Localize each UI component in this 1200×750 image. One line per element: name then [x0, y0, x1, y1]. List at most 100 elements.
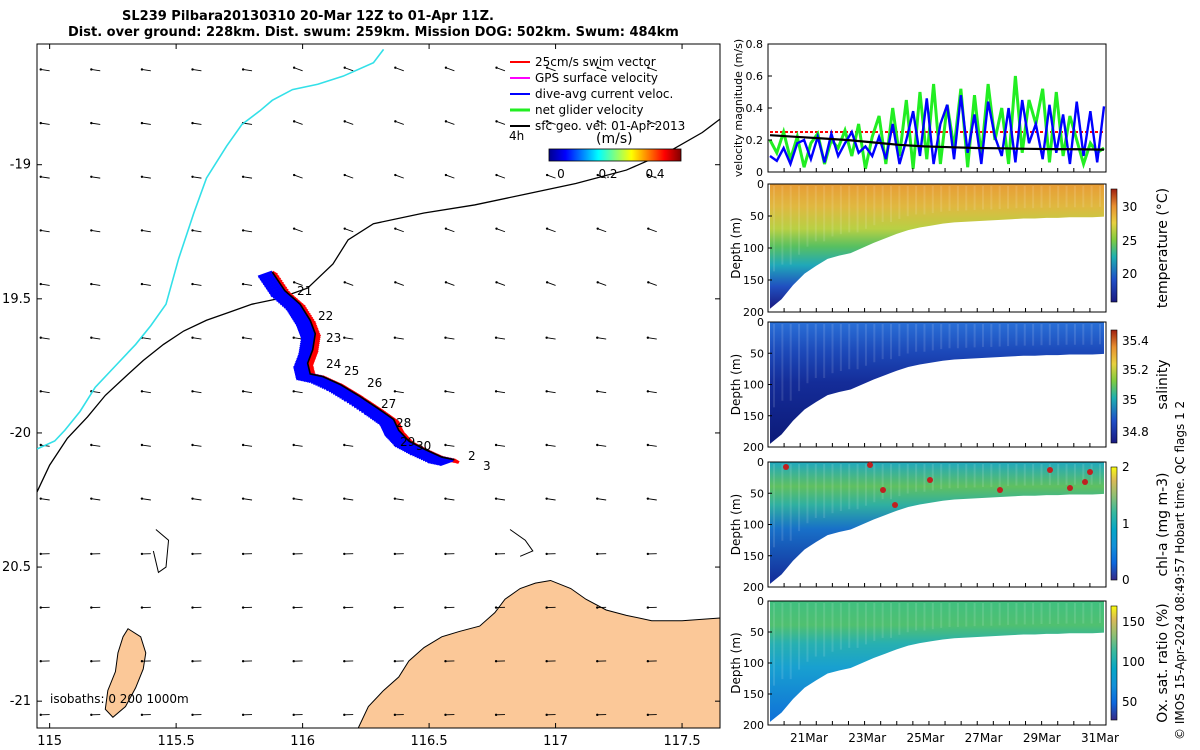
velocity-arrow — [496, 337, 506, 340]
velocity-arrow — [395, 281, 404, 286]
dive-avg-current-vector — [422, 453, 438, 462]
velocity-arrow-head — [90, 606, 93, 609]
velocity-arrow-head — [596, 66, 599, 69]
dive-avg-current-vector — [403, 444, 419, 453]
isobath-200m-line — [37, 48, 385, 450]
velocity-arrow-head — [140, 552, 144, 556]
velocity-arrow — [546, 281, 556, 286]
velocity-arrow-head — [241, 606, 245, 609]
velocity-arrow-head — [191, 68, 194, 71]
section-y-tick-label: 100 — [743, 379, 764, 392]
velocity-arrow — [40, 337, 50, 340]
velocity-arrow-head — [90, 175, 93, 178]
velocity-arrow-head — [646, 552, 650, 556]
velocity-arrow-head — [444, 227, 448, 230]
velocity-arrow — [192, 229, 202, 233]
dive-avg-current-vector — [330, 385, 346, 394]
dive-avg-current-vector — [260, 275, 276, 283]
speed-colorbar — [548, 148, 682, 162]
velocity-arrow-head — [191, 336, 194, 339]
section-colorbar — [1110, 188, 1118, 303]
section-colorbar-tick: 100 — [1122, 655, 1145, 669]
dive-avg-current-vector — [266, 284, 282, 292]
velocity-arrow — [647, 337, 657, 340]
velocity-arrow — [344, 174, 354, 179]
velocity-arrow-head — [545, 227, 549, 230]
velocity-arrow-head — [394, 120, 397, 123]
velocity-arrow-head — [343, 173, 346, 177]
velocity-arrow — [546, 120, 556, 125]
velocity-arrow — [344, 498, 354, 501]
section-y-tick-label: 50 — [750, 626, 764, 639]
dive-avg-current-vector — [263, 279, 279, 288]
chl-a-high-point — [997, 487, 1003, 493]
velocity-arrow — [141, 229, 151, 233]
dive-avg-current-vector — [294, 316, 310, 325]
dive-avg-current-vector — [397, 441, 414, 450]
velocity-arrow-head — [646, 713, 650, 717]
section-x-tick-label: 31Mar — [1081, 731, 1119, 745]
section-y-label: Depth (m) — [729, 354, 743, 415]
velocity-arrow-head — [140, 497, 144, 500]
velocity-arrow — [648, 281, 657, 286]
dive-avg-current-vector — [374, 415, 390, 423]
velocity-arrow — [91, 176, 101, 179]
velocity-arrow — [445, 67, 455, 72]
section-y-tick-label: 200 — [743, 306, 764, 319]
velocity-arrow — [40, 122, 50, 125]
velocity-arrow-head — [191, 175, 194, 178]
swim-vector — [311, 350, 318, 356]
velocity-arrow-head — [292, 713, 295, 717]
velocity-arrow-head — [292, 443, 295, 447]
velocity-arrow — [243, 498, 253, 501]
surface-velocity-arrows — [39, 66, 657, 717]
map-plot-area — [37, 48, 720, 728]
velocity-arrow — [445, 444, 455, 447]
map-y-tick-label: -20 — [10, 426, 31, 441]
velocity-arrow-head — [39, 660, 42, 663]
velocity-arrow-head — [494, 606, 498, 609]
track-day-label: 25 — [344, 364, 359, 378]
dive-avg-current-vector — [413, 449, 429, 458]
mainland-landmass — [357, 579, 720, 728]
velocity-arrow — [597, 120, 607, 125]
velocity-arrow — [192, 337, 202, 340]
velocity-arrow — [647, 444, 657, 447]
velocity-arrow-head — [545, 443, 548, 447]
velocity-arrow — [243, 229, 253, 233]
velocity-arrow-head — [343, 552, 346, 556]
legend-entry-swim-vector: 25cm/s swim vector — [510, 55, 656, 69]
velocity-arrow-head — [39, 175, 42, 178]
velocity-arrow — [496, 444, 506, 447]
velocity-arrow — [648, 228, 657, 233]
velocity-arrow — [394, 337, 404, 340]
velocity-arrow-head — [596, 606, 599, 609]
swim-vector — [310, 353, 317, 359]
velocity-arrow-head — [140, 282, 144, 286]
velocity-y-tick-label: 0.8 — [746, 38, 764, 51]
velocity-arrow — [243, 176, 253, 179]
dive-avg-current-vector — [338, 390, 354, 399]
dive-avg-current-vector — [353, 400, 369, 409]
velocity-arrow-head — [39, 68, 42, 71]
dive-avg-current-vector — [355, 402, 371, 410]
velocity-arrow-head — [444, 443, 447, 447]
velocity-y-tick-label: 0.2 — [746, 134, 764, 147]
chl-a-high-point — [867, 462, 873, 468]
velocity-arrow — [445, 337, 455, 340]
dive-avg-current-vector — [334, 388, 350, 397]
dive-avg-current-vector — [424, 454, 440, 463]
dive-avg-current-vector — [288, 306, 304, 315]
velocity-y-tick-label: 0.4 — [746, 102, 764, 115]
track-day-label: 29 — [400, 435, 415, 449]
velocity-arrow — [546, 337, 556, 340]
velocity-arrow-head — [39, 443, 42, 447]
velocity-arrow-head — [596, 390, 599, 393]
swim-vector — [312, 342, 320, 348]
dive-avg-current-vector — [298, 345, 314, 354]
section-y-label: Depth (m) — [729, 494, 743, 555]
velocity-arrow-head — [393, 336, 397, 339]
velocity-arrow-head — [241, 336, 245, 339]
velocity-arrow-head — [596, 227, 599, 230]
